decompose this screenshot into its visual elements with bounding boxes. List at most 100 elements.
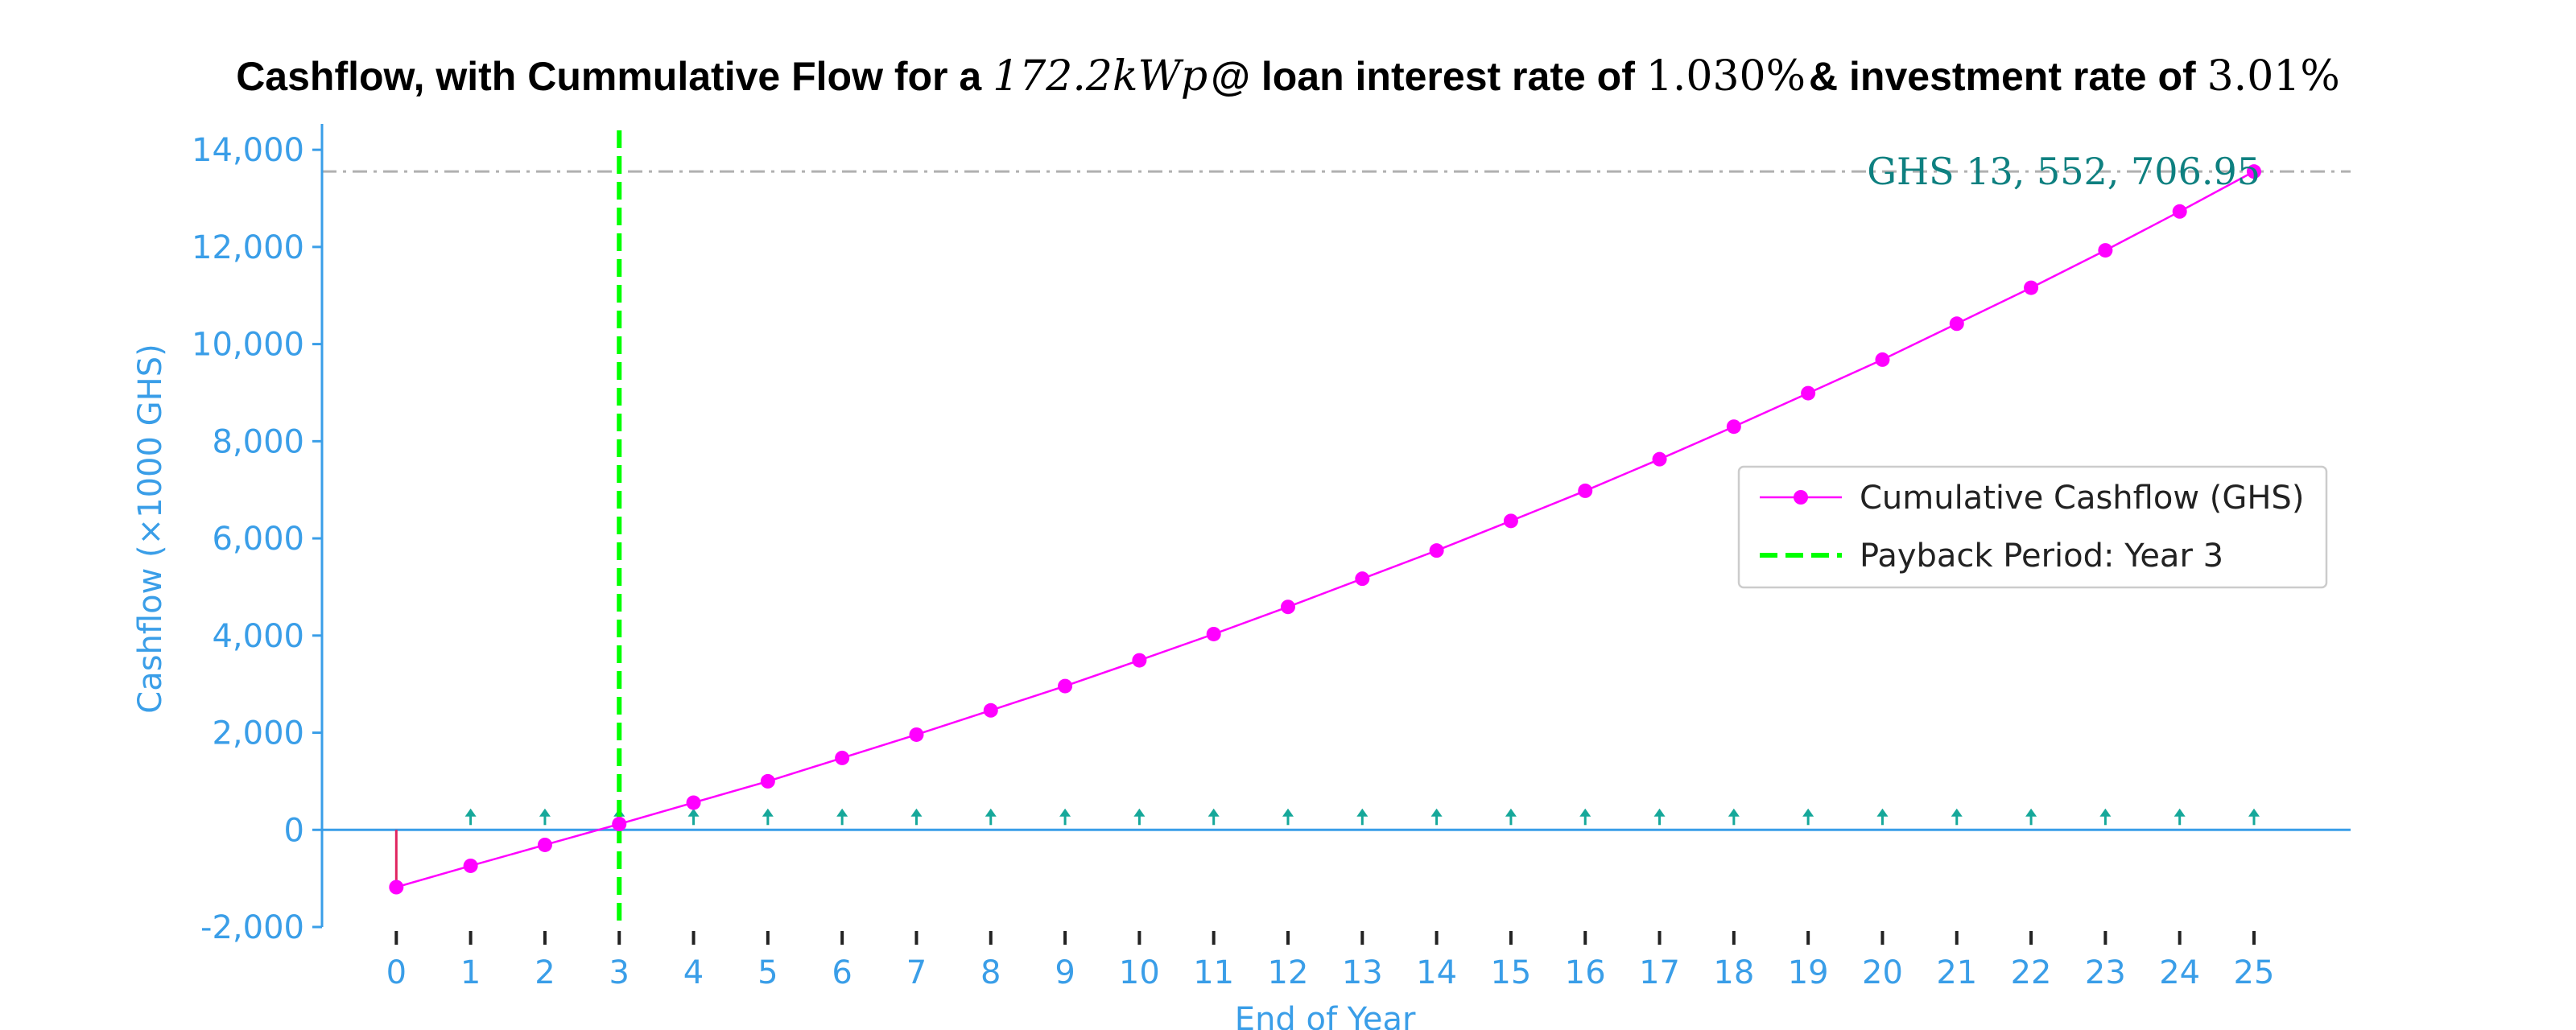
cumulative-cashflow-point <box>1652 451 1667 467</box>
annual-inflow-arrowhead <box>1133 808 1146 817</box>
legend-swatch-cumulative-marker <box>1794 490 1808 505</box>
x-tick-label: 17 <box>1639 954 1680 991</box>
annual-inflow-arrowhead <box>1505 808 1517 817</box>
cumulative-cashflow-point <box>1206 626 1221 641</box>
x-tick-label: 0 <box>386 954 407 991</box>
annual-inflow-arrowhead <box>1059 808 1071 817</box>
annual-inflow-arrowhead <box>1579 808 1591 817</box>
x-tick-label: 12 <box>1268 954 1309 991</box>
cumulative-cashflow-point <box>463 858 478 873</box>
annual-inflow-arrowhead <box>1876 808 1889 817</box>
annual-inflow-arrowhead <box>762 808 774 817</box>
y-tick-label: -2,000 <box>200 909 304 946</box>
cumulative-cashflow-point <box>2024 280 2039 295</box>
annual-inflow-arrowhead <box>1728 808 1740 817</box>
final-value-label: GHS 13, 552, 706.95 <box>1867 150 2260 193</box>
title-part1: Cashflow, with Cummulative Flow for a <box>236 54 993 99</box>
x-tick-label: 9 <box>1055 954 1075 991</box>
x-tick-label: 4 <box>683 954 704 991</box>
annual-inflow-arrowhead <box>2248 808 2260 817</box>
x-tick-label: 5 <box>758 954 778 991</box>
cumulative-cashflow-point <box>686 795 701 810</box>
annual-inflow-arrowhead <box>1356 808 1368 817</box>
annual-inflow-arrowhead <box>1208 808 1220 817</box>
annual-inflow-arrowhead <box>985 808 997 817</box>
cumulative-cashflow-point <box>612 817 627 832</box>
cumulative-cashflow-point <box>909 727 924 742</box>
cumulative-cashflow-point <box>835 750 850 765</box>
cumulative-cashflow-point <box>1578 483 1593 498</box>
x-tick-label: 22 <box>2011 954 2052 991</box>
chart-title: Cashflow, with Cummulative Flow for a 17… <box>236 52 2340 101</box>
cumulative-cashflow-point <box>2247 164 2261 179</box>
cumulative-cashflow-point <box>1949 316 1964 332</box>
x-tick-label: 19 <box>1788 954 1829 991</box>
cumulative-cashflow-point <box>1801 385 1816 401</box>
annual-inflow-arrowhead <box>687 808 700 817</box>
y-tick-label: 8,000 <box>212 423 304 460</box>
x-tick-label: 20 <box>1862 954 1903 991</box>
annual-inflow-arrowhead <box>910 808 923 817</box>
x-tick-label: 24 <box>2159 954 2200 991</box>
x-tick-label: 25 <box>2234 954 2275 991</box>
x-tick-label: 8 <box>980 954 1001 991</box>
title-invest-rate: 3.01% <box>2207 52 2340 101</box>
y-tick-label: 4,000 <box>212 618 304 655</box>
cumulative-cashflow-point <box>1429 543 1444 558</box>
cumulative-cashflow-point <box>1503 513 1518 529</box>
x-tick-label: 7 <box>906 954 927 991</box>
cumulative-cashflow-point <box>1058 678 1073 694</box>
cumulative-cashflow-point <box>389 880 404 895</box>
cumulative-cashflow-point <box>2172 204 2187 219</box>
annual-inflow-arrowhead <box>2025 808 2037 817</box>
cumulative-cashflow-point <box>537 837 552 852</box>
legend-box <box>1737 465 2328 589</box>
cumulative-cashflow-line <box>395 171 2255 888</box>
y-tick-label: 10,000 <box>192 327 304 364</box>
plot-area: -2,000 0 2,000 4,000 6,000 8,000 10,000 12,000 1… <box>132 124 2351 1030</box>
x-tick-label: 6 <box>832 954 852 991</box>
annual-inflow-arrowhead <box>2099 808 2112 817</box>
title-capacity: 172.2kWp <box>993 52 1208 101</box>
cumulative-cashflow-point <box>760 773 775 789</box>
cumulative-cashflow-point <box>1281 599 1295 615</box>
cumulative-cashflow-point <box>2098 243 2113 258</box>
legend-label-payback: Payback Period: Year 3 <box>1860 538 2223 575</box>
cumulative-cashflow-point <box>1355 571 1370 587</box>
x-tick-label: 21 <box>1936 954 1977 991</box>
annual-inflow-arrowhead <box>1951 808 1963 817</box>
y-tick-label: 6,000 <box>212 521 304 558</box>
y-tick-label: 0 <box>284 812 304 849</box>
x-tick-label: 1 <box>460 954 481 991</box>
cumulative-cashflow-point <box>983 702 998 718</box>
cumulative-cashflow-point <box>1726 419 1741 435</box>
x-tick-label: 11 <box>1193 954 1234 991</box>
cumulative-cashflow-point <box>1132 653 1147 668</box>
x-tick-label: 10 <box>1119 954 1160 991</box>
x-tick-label: 3 <box>609 954 630 991</box>
annual-inflow-arrowhead <box>539 808 551 817</box>
title-part3: & investment rate of <box>1809 54 2207 99</box>
annual-inflow-arrowhead <box>836 808 848 817</box>
title-part2: @ loan interest rate of <box>1211 54 1646 99</box>
annual-inflow-arrowhead <box>1430 808 1443 817</box>
y-axis-label: Cashflow (×1000 GHS) <box>132 344 169 713</box>
annual-inflow-arrowhead <box>1802 808 1814 817</box>
x-tick-label: 13 <box>1342 954 1383 991</box>
annual-inflow-arrowhead <box>1653 808 1666 817</box>
legend-label-cumulative: Cumulative Cashflow (GHS) <box>1860 480 2304 517</box>
y-tick-label: 12,000 <box>192 229 304 266</box>
annual-inflow-arrowhead <box>1282 808 1294 817</box>
title-loan-rate: 1.030% <box>1646 52 1806 101</box>
x-tick-label: 15 <box>1490 954 1531 991</box>
annual-inflow-arrowhead <box>464 808 477 817</box>
annual-inflow-arrowhead <box>2174 808 2186 817</box>
x-axis-label: End of Year <box>1235 1001 1416 1030</box>
x-tick-label: 14 <box>1416 954 1457 991</box>
x-tick-label: 18 <box>1713 954 1754 991</box>
x-tick-label: 23 <box>2085 954 2126 991</box>
cumulative-cashflow-point <box>1875 352 1890 367</box>
y-tick-label: 14,000 <box>192 132 304 169</box>
